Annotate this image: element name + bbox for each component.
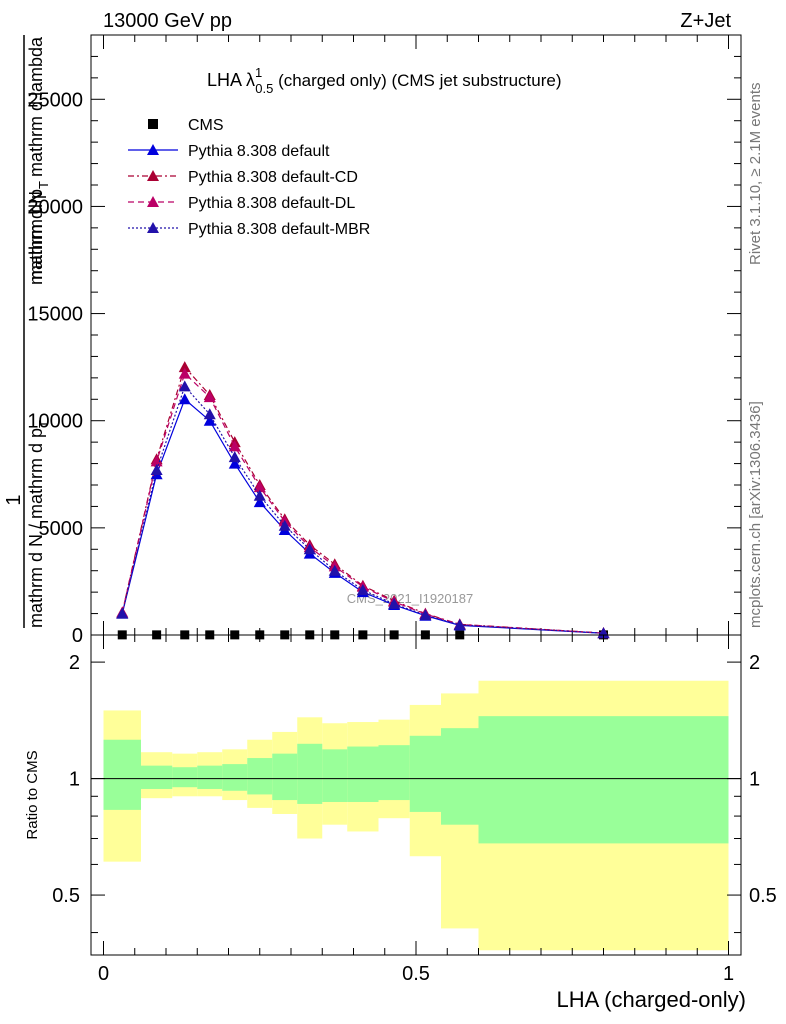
series-point [388, 597, 401, 609]
legend-label: CMS [188, 117, 224, 134]
legend-entry: Pythia 8.308 default-MBR [128, 221, 370, 238]
ratio-y-tick-label: 1 [69, 769, 80, 791]
series-point [178, 393, 191, 405]
series-point [228, 457, 241, 469]
main-y-tick-label: 0 [72, 625, 83, 647]
inner-band-bin [441, 728, 479, 825]
plot-title: LHA λ1 0.5 (charged only) (CMS jet substr… [207, 65, 562, 96]
series-line [121, 385, 604, 634]
series-point [303, 543, 316, 555]
svg-text:1: 1 [3, 494, 25, 505]
legend-entry: Pythia 8.308 default-CD [128, 169, 358, 186]
inner-band-bin [222, 764, 248, 791]
legend-marker [147, 170, 159, 181]
x-tick-label: 0.5 [402, 963, 430, 985]
series-point [203, 414, 216, 426]
svg-text:mathrm d N / mathrm d pT: mathrm d N / mathrm d pT [26, 420, 51, 628]
series-point [356, 584, 369, 595]
series-point [253, 489, 266, 501]
x-tick-label: 1 [723, 963, 734, 985]
legend-marker [148, 119, 158, 129]
ratio-y-axis-label: Ratio to CMS [24, 750, 41, 839]
svg-text:mathrm d pTmathrm d lambda: mathrm d pTmathrm d lambda [26, 36, 51, 280]
legend-marker [147, 196, 159, 207]
main-axis-ticks [91, 34, 741, 636]
inner-band-bin [478, 716, 729, 844]
main-y-tick-label: 25000 [27, 89, 83, 111]
series-point [150, 455, 163, 467]
inner-band-bin [347, 746, 379, 802]
inner-band-bin [197, 765, 223, 789]
ratio-y-tick-labels: 0.5 0.5 1 1 2 2 [52, 652, 777, 907]
main-y-axis-label: 1 mathrm d N / mathrm d pT mathrm d N ma… [3, 35, 51, 628]
series-layer [116, 361, 610, 640]
inner-band-bin [103, 739, 141, 810]
series-point [328, 564, 341, 576]
main-panel: 0 5000 10000 15000 20000 25000 CMS_2021_I1920… [3, 34, 742, 647]
energy-label: 13000 GeV pp [103, 10, 232, 32]
main-y-tick-label: 5000 [39, 518, 84, 540]
ratio-y-tick-label: 0.5 [52, 885, 80, 907]
series-point [453, 618, 466, 630]
inner-band-bin [378, 745, 410, 801]
ratio-uncertainty-bands [103, 680, 729, 951]
series-point [228, 451, 241, 463]
mcplots-credit-label: mcplots.cern.ch [arXiv:1306.3436] [747, 401, 764, 628]
series-point [253, 481, 266, 493]
legend-entry: Pythia 8.308 default [128, 143, 330, 160]
inner-band-bin [247, 758, 273, 795]
ratio-panel: 0.5 0.51 12 2 0 0.5 1 Ratio to CMS LHA (charg… [24, 634, 777, 1012]
series-point [203, 391, 216, 403]
inner-band-bin [172, 767, 198, 788]
legend-label: Pythia 8.308 default-CD [188, 169, 358, 186]
series-point [150, 464, 163, 475]
rivet-version-label: Rivet 3.1.10, ≥ 2.1M events [747, 83, 764, 266]
legend-entry: CMS [148, 117, 224, 134]
ratio-y-tick-label-right: 1 [749, 769, 760, 791]
legend-label: Pythia 8.308 default [188, 143, 330, 160]
x-axis-label: LHA (charged-only) [556, 987, 746, 1012]
ratio-axis-ticks [91, 635, 741, 955]
legend-label: Pythia 8.308 default-MBR [188, 221, 370, 238]
series-point [203, 408, 216, 420]
series-point [253, 496, 266, 508]
inner-band-bin [297, 743, 323, 804]
legend-marker [147, 144, 159, 155]
series-point [419, 609, 432, 621]
series-point [178, 361, 191, 373]
x-tick-labels: 0 0.5 1 [98, 963, 734, 985]
series-point [228, 440, 241, 452]
series-point [178, 380, 191, 392]
inner-band-bin [272, 753, 298, 801]
x-tick-label: 0 [98, 963, 109, 985]
main-y-tick-label: 20000 [27, 196, 83, 218]
inner-band-bin [409, 735, 441, 812]
inner-band-bin [141, 765, 173, 789]
main-y-tick-label: 15000 [27, 304, 83, 326]
ratio-y-tick-label-right: 0.5 [749, 885, 777, 907]
ratio-y-tick-label-right: 2 [749, 652, 760, 674]
analysis-watermark: CMS_2021_I1920187 [347, 591, 474, 606]
main-y-tick-label: 10000 [27, 411, 83, 433]
svg-text:mathrm d N: mathrm d N [26, 191, 46, 285]
series-point [278, 519, 291, 531]
legend-label: Pythia 8.308 default-DL [188, 195, 355, 212]
legend-marker [147, 222, 159, 233]
series-point [116, 607, 129, 619]
ratio-y-tick-label: 2 [69, 652, 80, 674]
main-y-tick-labels: 0 5000 10000 15000 20000 25000 [27, 89, 83, 647]
legend-entry: Pythia 8.308 default-DL [128, 195, 355, 212]
inner-band-bin [322, 749, 348, 802]
series-point [178, 367, 191, 379]
legend: CMS Pythia 8.308 default Pythia 8.308 defa… [128, 117, 370, 238]
process-label: Z+Jet [680, 10, 731, 32]
